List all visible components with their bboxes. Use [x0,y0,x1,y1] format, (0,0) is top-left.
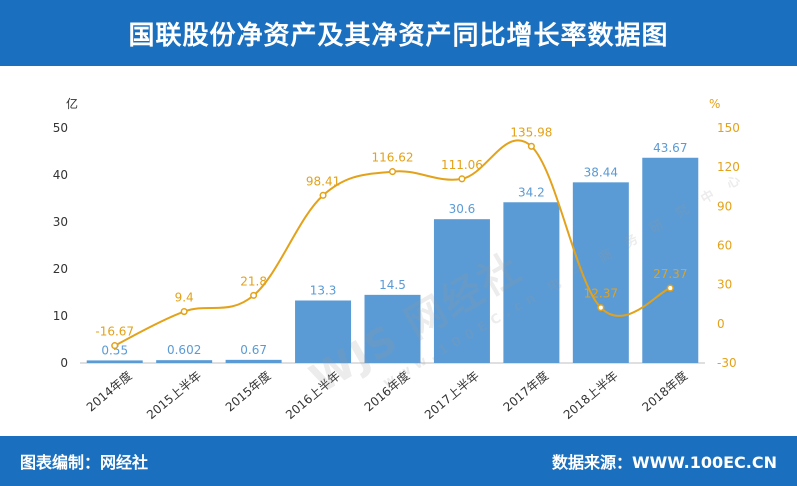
x-tick-label: 2018年度 [639,368,690,415]
chart-area: 0 10 20 30 40 50 亿 -30 0 30 60 90 120 150% 0.55 0.602 0.… [0,66,797,436]
bar [503,202,560,363]
line-point [250,291,258,299]
y-left-tick-label: 10 [53,309,68,323]
bar-value-label: 0.55 [101,343,128,357]
bar [433,219,490,363]
y-right-tick-label: 120 [717,160,740,174]
line-value-label: 116.62 [372,151,414,165]
bar-value-label: 34.2 [518,185,545,199]
y-right-tick-label: 30 [717,278,732,292]
bar [225,359,282,363]
y-right-unit: % [709,97,720,111]
bar-value-label: 0.602 [167,343,201,357]
line-point [180,308,188,316]
y-right-tick-label: 150 [717,121,740,135]
line-value-label: -16.67 [95,325,134,339]
line-value-label: 98.41 [306,174,340,188]
line-point [388,168,397,176]
bar-value-label: 38.44 [584,165,618,179]
growth-rate-line [114,139,671,347]
y-right-tick-label: 90 [717,199,732,213]
line-point [111,342,119,350]
chart-header: 国联股份净资产及其净资产同比增长率数据图 [0,0,797,66]
line-value-label: 27.37 [653,267,687,281]
bar [364,294,421,363]
x-tick-label: 2017年度 [500,368,551,415]
bar-value-label: 14.5 [379,278,406,292]
line-value-label: 135.98 [510,125,552,139]
chart-footer: 图表编制：网经社 数据来源：WWW.100EC.CN [0,436,797,486]
bar-value-label: 30.6 [449,202,476,216]
x-tick-label: 2017上半年 [422,369,482,423]
x-tick-label: 2018上半年 [561,369,621,423]
line-point [597,304,605,312]
line-value-label: 9.4 [175,291,194,305]
x-tick-label: 2014年度 [83,368,134,415]
y-right-tick-label: -30 [717,356,737,370]
bar [642,157,699,363]
footer-source: 数据来源：WWW.100EC.CN [551,453,777,472]
bar-value-label: 0.67 [240,343,267,357]
line-point [527,142,535,150]
y-left-tick-label: 0 [60,356,68,370]
bar [156,360,213,363]
y-left-tick-label: 30 [53,215,68,229]
bar-value-label: 43.67 [653,141,687,155]
line-value-label: 111.06 [441,158,483,172]
y-right-tick-label: 0 [717,317,725,331]
x-tick-label: 2015上半年 [144,369,204,423]
footer-credit: 图表编制：网经社 [20,453,149,472]
y-left-tick-label: 40 [53,168,68,182]
line-point [666,284,674,292]
combo-chart: 0 10 20 30 40 50 亿 -30 0 30 60 90 120 150% 0.55 0.602 0.… [53,96,740,423]
y-left-tick-label: 20 [53,262,68,276]
bar-value-label: 13.3 [310,283,337,297]
page-title: 国联股份净资产及其净资产同比增长率数据图 [128,20,669,51]
y-right-tick-label: 60 [717,239,732,253]
bar [295,300,352,363]
line-value-label: 12.37 [584,287,618,301]
line-point [319,191,327,199]
line-point [458,175,466,183]
x-tick-label: 2015年度 [222,368,273,415]
y-left-unit: 亿 [66,96,78,111]
line-value-label: 21.8 [240,274,267,288]
bar [86,360,143,363]
y-left-tick-label: 50 [53,121,68,135]
